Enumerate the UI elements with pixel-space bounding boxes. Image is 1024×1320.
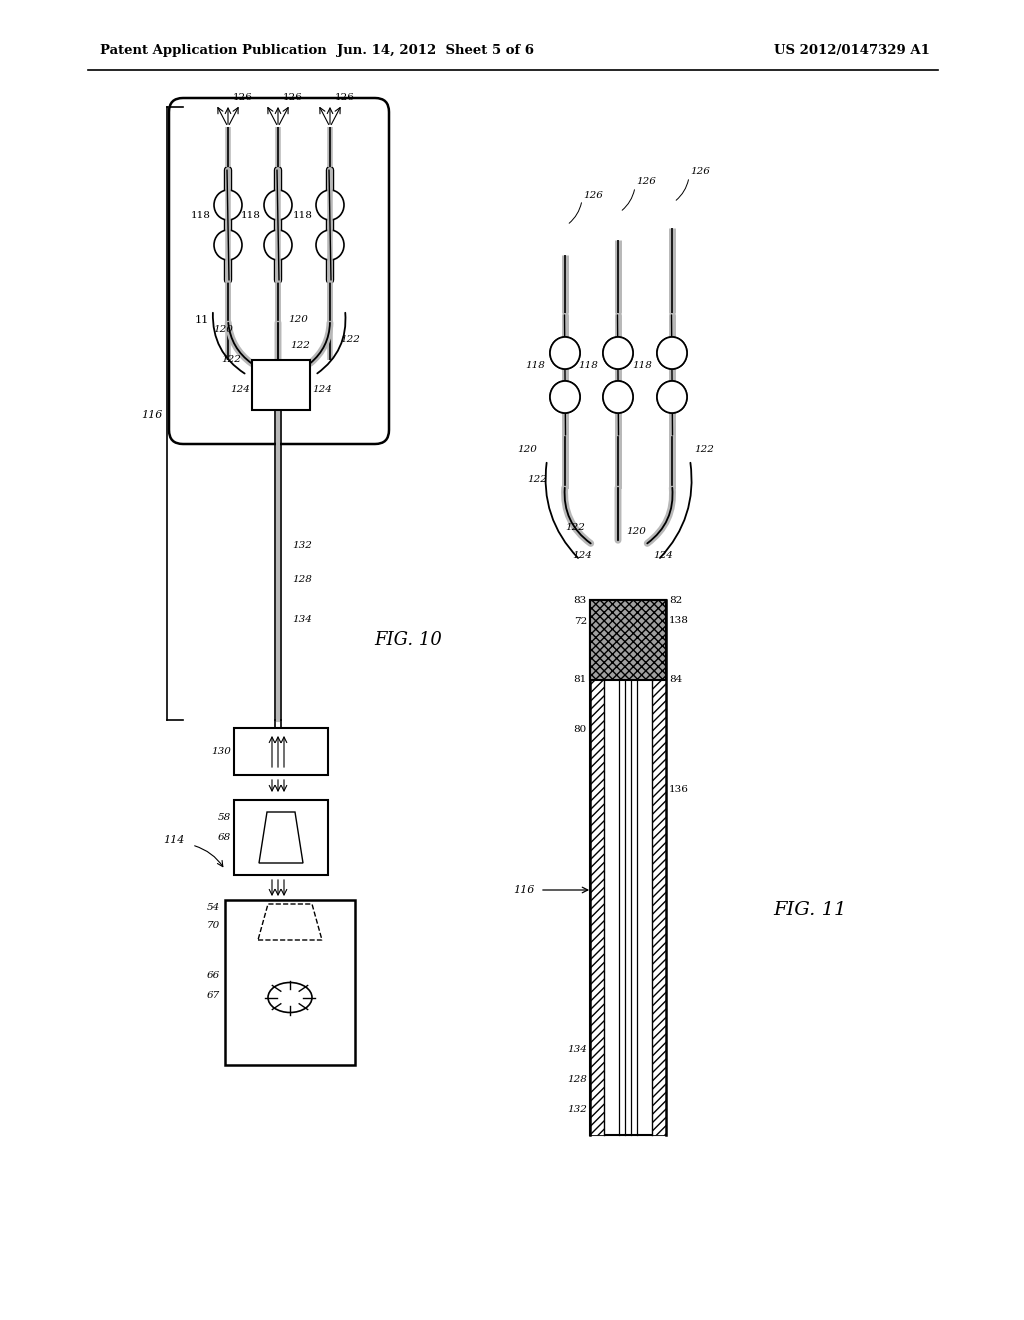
Ellipse shape xyxy=(550,381,580,413)
Text: 126: 126 xyxy=(283,92,303,102)
Text: 132: 132 xyxy=(292,540,312,549)
Text: 124: 124 xyxy=(653,550,673,560)
Ellipse shape xyxy=(550,381,580,413)
Text: 126: 126 xyxy=(583,190,603,199)
Text: 11: 11 xyxy=(195,315,209,325)
Ellipse shape xyxy=(603,337,633,370)
Text: 126: 126 xyxy=(690,168,710,177)
Text: 116: 116 xyxy=(514,884,535,895)
Bar xyxy=(234,729,328,775)
Text: 83: 83 xyxy=(573,597,587,605)
Text: 82: 82 xyxy=(669,597,682,605)
Ellipse shape xyxy=(214,190,242,220)
Ellipse shape xyxy=(657,337,687,370)
Ellipse shape xyxy=(657,337,687,370)
Text: 81: 81 xyxy=(573,675,587,684)
Text: 118: 118 xyxy=(525,360,545,370)
Ellipse shape xyxy=(316,230,344,260)
Text: 124: 124 xyxy=(312,385,332,395)
Text: 118: 118 xyxy=(293,210,313,219)
Bar xyxy=(252,360,310,411)
Text: 120: 120 xyxy=(213,326,232,334)
Text: 138: 138 xyxy=(669,616,689,624)
Text: 118: 118 xyxy=(632,360,652,370)
Text: 114: 114 xyxy=(164,836,185,845)
Text: 66: 66 xyxy=(207,970,220,979)
Text: 118: 118 xyxy=(579,360,598,370)
Text: 120: 120 xyxy=(626,528,646,536)
Text: 128: 128 xyxy=(292,576,312,585)
Text: 122: 122 xyxy=(565,524,585,532)
Ellipse shape xyxy=(265,191,291,219)
Ellipse shape xyxy=(268,982,312,1012)
Bar xyxy=(590,601,666,680)
Text: 134: 134 xyxy=(292,615,312,624)
Text: FIG. 11: FIG. 11 xyxy=(773,902,847,919)
Ellipse shape xyxy=(550,337,580,370)
Polygon shape xyxy=(258,904,322,940)
Text: 122: 122 xyxy=(527,475,547,484)
Text: FIG. 10: FIG. 10 xyxy=(374,631,442,649)
Bar xyxy=(590,601,604,1135)
Text: 128: 128 xyxy=(567,1076,587,1085)
Text: Patent Application Publication: Patent Application Publication xyxy=(100,44,327,57)
Text: 67: 67 xyxy=(207,990,220,999)
Ellipse shape xyxy=(214,230,242,260)
Text: 124: 124 xyxy=(230,385,250,395)
Ellipse shape xyxy=(603,337,633,370)
Bar xyxy=(652,601,666,1135)
Text: 58: 58 xyxy=(218,813,231,822)
FancyBboxPatch shape xyxy=(169,98,389,444)
Text: 118: 118 xyxy=(241,210,261,219)
Ellipse shape xyxy=(550,337,580,370)
Ellipse shape xyxy=(317,231,343,259)
Text: 84: 84 xyxy=(669,675,682,684)
Ellipse shape xyxy=(215,231,241,259)
Text: 72: 72 xyxy=(573,616,587,626)
Ellipse shape xyxy=(657,381,687,413)
Ellipse shape xyxy=(657,381,687,413)
Ellipse shape xyxy=(215,191,241,219)
Ellipse shape xyxy=(264,230,292,260)
Ellipse shape xyxy=(317,191,343,219)
Ellipse shape xyxy=(603,381,633,413)
Bar xyxy=(590,601,666,1135)
Text: 118: 118 xyxy=(191,210,211,219)
Text: 132: 132 xyxy=(567,1106,587,1114)
Text: 122: 122 xyxy=(221,355,241,364)
Ellipse shape xyxy=(316,190,344,220)
Ellipse shape xyxy=(603,381,633,413)
Text: 124: 124 xyxy=(572,550,592,560)
Text: 136: 136 xyxy=(669,785,689,795)
Ellipse shape xyxy=(264,190,292,220)
Text: 116: 116 xyxy=(141,411,163,420)
Text: 126: 126 xyxy=(335,92,355,102)
Text: 122: 122 xyxy=(694,446,714,454)
Text: 70: 70 xyxy=(207,921,220,931)
Text: 134: 134 xyxy=(567,1045,587,1055)
Ellipse shape xyxy=(265,231,291,259)
Text: US 2012/0147329 A1: US 2012/0147329 A1 xyxy=(774,44,930,57)
Text: 122: 122 xyxy=(290,341,310,350)
Text: 80: 80 xyxy=(573,726,587,734)
Bar xyxy=(234,800,328,875)
Text: 54: 54 xyxy=(207,903,220,912)
Text: 120: 120 xyxy=(288,315,308,325)
Text: 126: 126 xyxy=(233,92,253,102)
Text: 68: 68 xyxy=(218,833,231,842)
Text: 126: 126 xyxy=(636,177,656,186)
Polygon shape xyxy=(259,812,303,863)
Text: Jun. 14, 2012  Sheet 5 of 6: Jun. 14, 2012 Sheet 5 of 6 xyxy=(337,44,534,57)
Text: 122: 122 xyxy=(340,335,359,345)
Text: 130: 130 xyxy=(211,747,231,756)
Text: 120: 120 xyxy=(517,446,537,454)
Bar xyxy=(225,900,355,1065)
